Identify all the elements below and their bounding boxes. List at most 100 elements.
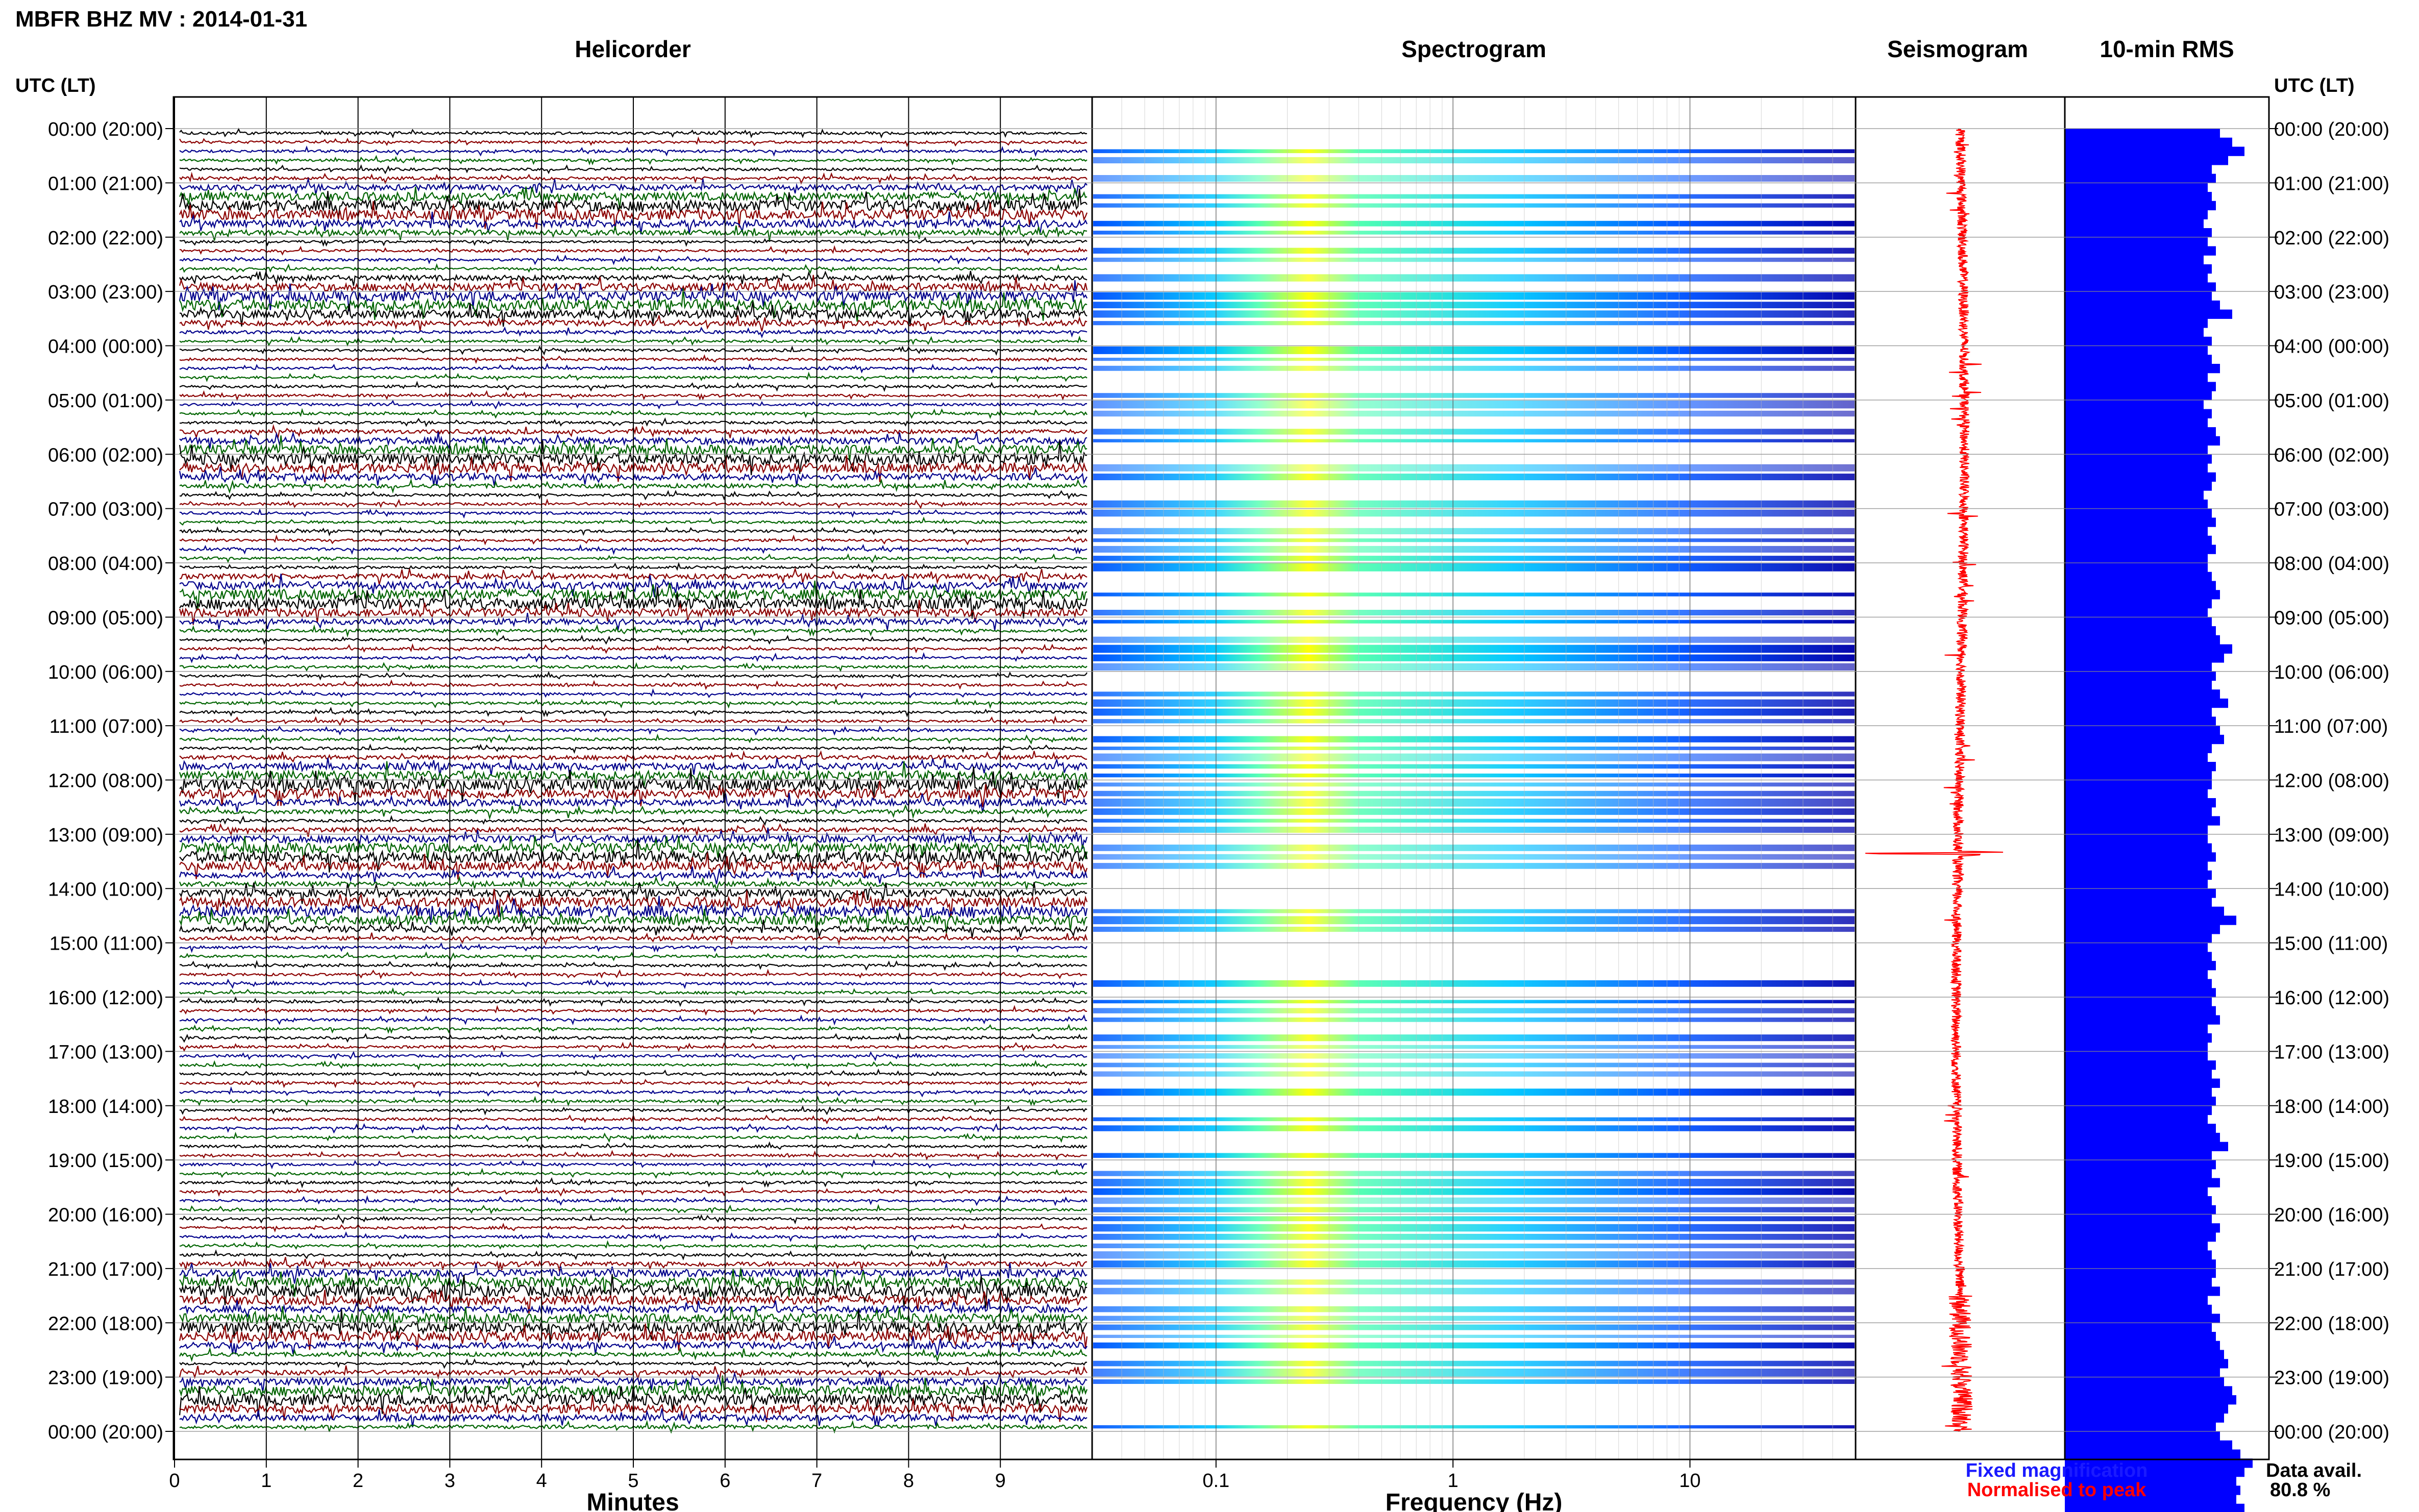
spectrogram-row — [1093, 1188, 1855, 1195]
spectrogram-row — [1093, 546, 1855, 553]
legend-normalised-to-peak: Normalised to peak — [1967, 1479, 2146, 1501]
rms-bar — [2065, 825, 2208, 835]
rms-bar — [2065, 734, 2224, 745]
rms-bar — [2065, 707, 2212, 717]
rms-bar — [2065, 1033, 2212, 1043]
rms-bar — [2065, 1332, 2216, 1342]
spectrogram-row — [1093, 1324, 1855, 1330]
rms-bar — [2065, 1377, 2224, 1386]
time-label-left: 21:00 (17:00) — [48, 1259, 163, 1280]
rms-bar — [2065, 282, 2216, 292]
helicorder-xtick-label: 7 — [811, 1470, 822, 1492]
time-labels: 00:00 (20:00) 00:00 (20:00) 01:00 (21:00) 0… — [48, 119, 2389, 1443]
rms-bar — [2065, 544, 2216, 554]
spectrogram-row — [1093, 1233, 1855, 1240]
spectrogram-row — [1093, 1207, 1855, 1212]
spectrogram-xtick-label: 1 — [1448, 1470, 1459, 1492]
helicorder-xtick-label: 3 — [445, 1470, 455, 1492]
spectrogram-row — [1093, 592, 1855, 597]
rms-bar — [2065, 762, 2216, 772]
spectrogram-row — [1093, 764, 1855, 769]
spectrogram-row — [1093, 980, 1855, 987]
time-label-right: 17:00 (13:00) — [2274, 1042, 2389, 1063]
spectrogram-row — [1093, 220, 1855, 227]
time-label-left: 16:00 (12:00) — [48, 987, 163, 1009]
rms-bar — [2065, 527, 2208, 536]
rms-bar — [2065, 834, 2208, 844]
spectrogram-row — [1093, 1260, 1855, 1268]
helicorder-xtick-label: 4 — [536, 1470, 547, 1492]
spectrogram-row — [1093, 708, 1855, 716]
time-label-left: 11:00 (07:00) — [50, 716, 163, 737]
spectrogram-row — [1093, 610, 1855, 615]
rms-bar — [2065, 943, 2208, 952]
rms-bar — [2065, 1286, 2220, 1296]
time-label-right: 02:00 (22:00) — [2274, 228, 2389, 249]
rms-bar — [2065, 201, 2216, 211]
rms-bar — [2065, 753, 2208, 762]
rms-bar — [2065, 137, 2232, 147]
rms-bar — [2065, 237, 2208, 247]
rms-bar — [2065, 1323, 2212, 1332]
helicorder-xtick-label: 1 — [261, 1470, 271, 1492]
spectrogram-row — [1093, 1306, 1855, 1312]
x-axes: 0 1 2 3 4 5 6 7 8 9 0.1 1 10 — [169, 1459, 1701, 1492]
spectrogram-row — [1093, 556, 1855, 561]
spectrogram-row — [1093, 429, 1855, 435]
rms-bar — [2065, 952, 2212, 961]
time-label-right: 00:00 (20:00) — [2274, 119, 2389, 140]
rms-bar — [2065, 164, 2212, 175]
spectrogram-row — [1093, 1071, 1855, 1077]
spectrogram-row — [1093, 410, 1855, 417]
rms-bar — [2065, 1413, 2224, 1423]
rms-bar — [2065, 481, 2212, 491]
time-label-right: 08:00 (04:00) — [2274, 553, 2389, 575]
spectrogram-row — [1093, 321, 1855, 326]
spectrogram-row — [1093, 401, 1855, 409]
spectrogram-row — [1093, 798, 1855, 807]
rms-bar — [2065, 373, 2208, 382]
spectrogram-row — [1093, 854, 1855, 860]
spectrogram-row — [1093, 1342, 1855, 1349]
spectrogram-row — [1093, 474, 1855, 481]
rms-bar — [2065, 906, 2224, 916]
spectrogram-row — [1093, 203, 1855, 208]
spectrogram-row — [1093, 1216, 1855, 1222]
rms-bar — [2065, 1277, 2212, 1287]
spectrogram-row — [1093, 663, 1855, 671]
rms-bar — [2065, 807, 2212, 816]
helicorder-xtick-label: 2 — [353, 1470, 363, 1492]
spectrogram-row — [1093, 1251, 1855, 1259]
spectrogram-row — [1093, 310, 1855, 318]
spectrogram-row — [1093, 500, 1855, 508]
spectrogram-row — [1093, 1279, 1855, 1285]
spectrogram-row — [1093, 909, 1855, 913]
rms-bar — [2065, 409, 2212, 418]
spectrogram-row — [1093, 1369, 1855, 1377]
rms-bar — [2065, 400, 2204, 410]
rms-bar — [2065, 1476, 2236, 1486]
rms-bar — [2065, 1006, 2216, 1015]
spectrogram-row — [1093, 538, 1855, 542]
time-label-left: 00:00 (20:00) — [48, 1422, 163, 1443]
rms-bar — [2065, 490, 2204, 500]
rms-bar — [2065, 1449, 2240, 1459]
rms-bar — [2065, 554, 2208, 563]
rms-bar — [2065, 291, 2212, 301]
spectrogram-row — [1093, 927, 1855, 932]
time-label-right: 12:00 (08:00) — [2274, 771, 2389, 792]
helicorder-xtick-label: 8 — [903, 1470, 914, 1492]
rms-bar — [2065, 1232, 2216, 1242]
rms-bar — [2065, 255, 2204, 265]
helicorder-title: Helicorder — [575, 36, 691, 62]
spectrogram-row — [1093, 439, 1855, 442]
rms-bar — [2065, 508, 2212, 518]
data-availability-value: 80.8 % — [2270, 1479, 2330, 1501]
rms-bar — [2065, 1368, 2220, 1378]
spectrogram-row — [1093, 1360, 1855, 1367]
rms-bar — [2065, 1142, 2228, 1151]
time-label-right: 11:00 (07:00) — [2274, 716, 2388, 737]
spectrogram-row — [1093, 782, 1855, 787]
time-label-right: 07:00 (03:00) — [2274, 499, 2389, 520]
rms-bar — [2065, 309, 2232, 319]
